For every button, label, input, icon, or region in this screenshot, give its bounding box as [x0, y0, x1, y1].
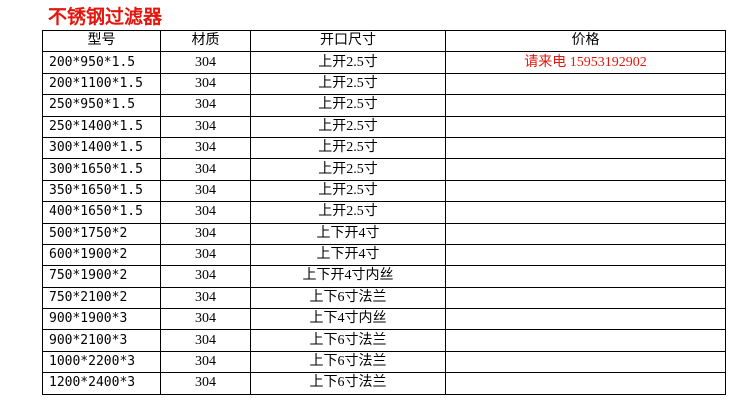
- model-cell: 1000*2200*3: [42, 350, 161, 374]
- cell: 上下6寸法兰: [250, 286, 446, 310]
- cell: 上下开4寸: [250, 222, 446, 245]
- table-row: 750*1900*2 304 上下开4寸内丝: [42, 265, 726, 288]
- table-row: 300*1400*1.5 304 上开2.5寸: [42, 136, 726, 160]
- cell: 304: [160, 265, 251, 288]
- price-cell: [445, 329, 726, 352]
- cell: 上开2.5寸: [250, 94, 446, 117]
- cell: 304: [160, 243, 251, 267]
- cell: 304: [160, 72, 251, 96]
- price-cell: [445, 350, 726, 374]
- price-cell: [445, 158, 726, 181]
- cell: 上下6寸法兰: [250, 350, 446, 374]
- table-row: 1200*2400*3 304 上下6寸法兰: [42, 372, 726, 395]
- cell: 304: [160, 350, 251, 374]
- table-row: 750*2100*2 304 上下6寸法兰: [42, 286, 726, 310]
- model-cell: 500*1750*2: [42, 222, 161, 245]
- price-cell: 请来电 15953192902: [445, 51, 726, 74]
- model-cell: 750*1900*2: [42, 265, 161, 288]
- model-cell: 300*1400*1.5: [42, 136, 161, 160]
- table-row: 400*1650*1.5 304 上开2.5寸: [42, 201, 726, 224]
- table-row: 1000*2200*3 304 上下6寸法兰: [42, 350, 726, 374]
- model-cell: 250*1400*1.5: [42, 115, 161, 138]
- cell: 上开2.5寸: [250, 158, 446, 181]
- table-row: 250*950*1.5 304 上开2.5寸: [42, 94, 726, 117]
- cell: 上下6寸法兰: [250, 372, 446, 395]
- model-cell: 900*1900*3: [42, 308, 161, 331]
- table-row: 300*1650*1.5 304 上开2.5寸: [42, 158, 726, 181]
- model-cell: 400*1650*1.5: [42, 201, 161, 224]
- price-cell: [445, 94, 726, 117]
- price-cell: [445, 201, 726, 224]
- price-cell: [445, 286, 726, 310]
- cell: 304: [160, 308, 251, 331]
- price-cell: [445, 136, 726, 160]
- model-cell: 200*950*1.5: [42, 51, 161, 74]
- cell: 上开2.5寸: [250, 179, 446, 203]
- price-cell: [445, 72, 726, 96]
- table-row: 500*1750*2 304 上下开4寸: [42, 222, 726, 245]
- model-cell: 350*1650*1.5: [42, 179, 161, 203]
- cell: 上下4寸内丝: [250, 308, 446, 331]
- header-cell: 开口尺寸: [250, 29, 446, 53]
- model-cell: 600*1900*2: [42, 243, 161, 267]
- cell: 上开2.5寸: [250, 115, 446, 138]
- header-cell: 型号: [42, 29, 161, 53]
- cell: 304: [160, 51, 251, 74]
- price-cell: [445, 222, 726, 245]
- table-row: 200*1100*1.5 304 上开2.5寸: [42, 72, 726, 96]
- model-cell: 250*950*1.5: [42, 94, 161, 117]
- price-cell: [445, 308, 726, 331]
- table-row: 350*1650*1.5 304 上开2.5寸: [42, 179, 726, 203]
- price-cell: [445, 243, 726, 267]
- table-row: 250*1400*1.5 304 上开2.5寸: [42, 115, 726, 138]
- cell: 上开2.5寸: [250, 136, 446, 160]
- cell: 上下开4寸: [250, 243, 446, 267]
- cell: 304: [160, 179, 251, 203]
- price-cell: [445, 115, 726, 138]
- table-row: 900*2100*3 304 上下6寸法兰: [42, 329, 726, 352]
- product-table: 型号 材质 开口尺寸 价格 200*950*1.5 304 上开2.5寸 请来电 159531…: [42, 29, 726, 395]
- header-cell: 价格: [445, 29, 726, 53]
- cell: 304: [160, 329, 251, 352]
- cell: 304: [160, 94, 251, 117]
- model-cell: 200*1100*1.5: [42, 72, 161, 96]
- cell: 上开2.5寸: [250, 201, 446, 224]
- cell: 上开2.5寸: [250, 51, 446, 74]
- cell: 上下开4寸内丝: [250, 265, 446, 288]
- header-row: 型号 材质 开口尺寸 价格: [42, 29, 726, 53]
- table-row: 600*1900*2 304 上下开4寸: [42, 243, 726, 267]
- cell: 304: [160, 286, 251, 310]
- cell: 304: [160, 201, 251, 224]
- cell: 304: [160, 222, 251, 245]
- cell: 304: [160, 158, 251, 181]
- price-cell: [445, 179, 726, 203]
- table-row: 900*1900*3 304 上下4寸内丝: [42, 308, 726, 331]
- cell: 上开2.5寸: [250, 72, 446, 96]
- model-cell: 300*1650*1.5: [42, 158, 161, 181]
- header-cell: 材质: [160, 29, 251, 53]
- title: 不锈钢过滤器: [48, 6, 163, 28]
- price-cell: [445, 372, 726, 395]
- table-body: 型号 材质 开口尺寸 价格 200*950*1.5 304 上开2.5寸 请来电 159531…: [42, 29, 726, 395]
- cell: 304: [160, 115, 251, 138]
- cell: 上下6寸法兰: [250, 329, 446, 352]
- model-cell: 1200*2400*3: [42, 372, 161, 395]
- model-cell: 750*2100*2: [42, 286, 161, 310]
- cell: 304: [160, 136, 251, 160]
- model-cell: 900*2100*3: [42, 329, 161, 352]
- price-cell: [445, 265, 726, 288]
- table-row: 200*950*1.5 304 上开2.5寸 请来电 15953192902: [42, 51, 726, 74]
- cell: 304: [160, 372, 251, 395]
